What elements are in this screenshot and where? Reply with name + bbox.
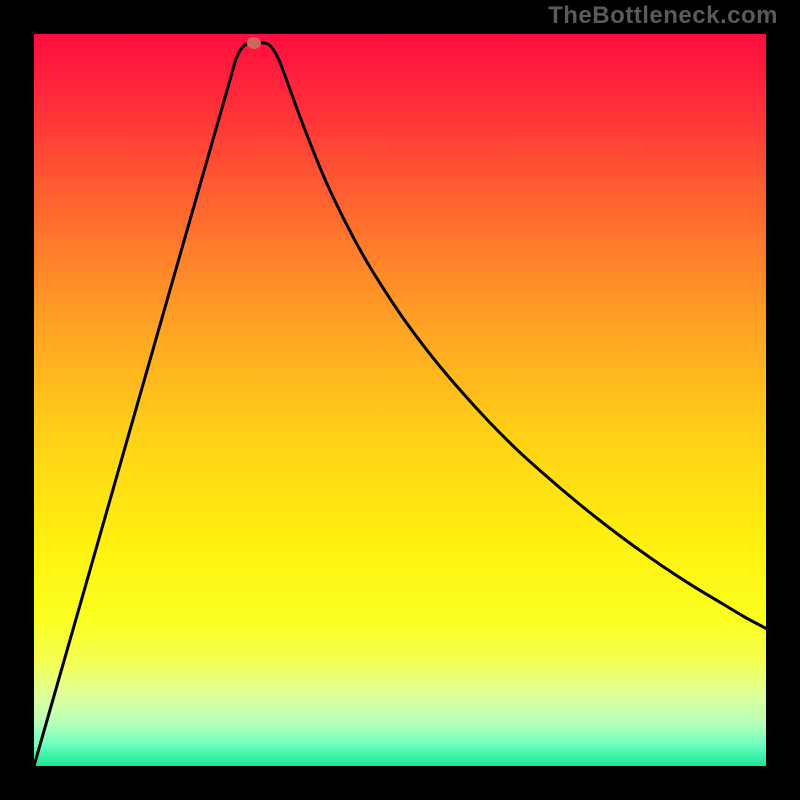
optimum-marker [247,37,261,49]
chart-container: TheBottleneck.com [0,0,800,800]
watermark-text: TheBottleneck.com [548,2,778,30]
plot-area [34,34,766,766]
bottleneck-curve [34,34,766,766]
